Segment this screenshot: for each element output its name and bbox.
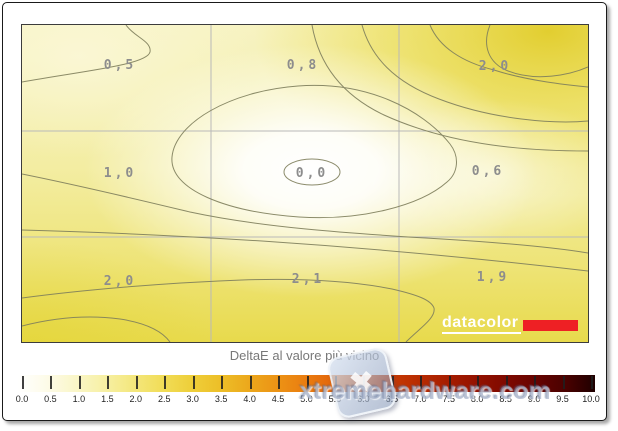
colorbar-tick-label: 7.0 bbox=[414, 394, 427, 404]
datacolor-logo-text: datacolor bbox=[442, 315, 521, 334]
colorbar-tick bbox=[562, 376, 565, 389]
colorbar-title: DeltaE al valore più vicino bbox=[229, 348, 380, 363]
contour-value-label: 2,0 bbox=[104, 274, 136, 289]
contour-value-label: 0,8 bbox=[287, 58, 319, 73]
colorbar-tick-label: 9.0 bbox=[527, 394, 541, 404]
colorbar-tick-label: 10.0 bbox=[582, 394, 600, 404]
colorbar-tick-label: 0.0 bbox=[15, 394, 29, 404]
colorbar-tick-label: 2.0 bbox=[129, 394, 143, 404]
contour-plot: 0,5 0,8 2,0 1,0 0,0 0,6 2,0 2,1 1,9 datacolor bbox=[21, 24, 589, 343]
colorbar-tick-label: 3.0 bbox=[186, 394, 199, 404]
contour-value-label: 0,6 bbox=[472, 164, 504, 179]
colorbar-tick-label: 8.0 bbox=[470, 394, 484, 404]
colorbar-tick bbox=[192, 376, 195, 389]
datacolor-logo-red-bar bbox=[522, 320, 578, 331]
colorbar-tick bbox=[78, 376, 81, 389]
colorbar-tick-label: 9.5 bbox=[556, 394, 569, 404]
contour-value-label: 0,0 bbox=[296, 166, 328, 181]
colorbar-tick-label: 2.5 bbox=[157, 394, 171, 404]
colorbar-tick-label: 3.5 bbox=[214, 394, 228, 404]
colorbar-tick bbox=[534, 376, 537, 389]
colorbar-tick bbox=[22, 376, 24, 389]
contour-value-label: 0,5 bbox=[104, 58, 136, 73]
chart-frame: 0,5 0,8 2,0 1,0 0,0 0,6 2,0 2,1 1,9 datacolor De… bbox=[2, 2, 607, 421]
colorbar-tick bbox=[278, 376, 281, 389]
contour-labels: 0,5 0,8 2,0 1,0 0,0 0,6 2,0 2,1 1,9 bbox=[104, 58, 511, 289]
colorbar-tick-label: 5.0 bbox=[300, 394, 313, 404]
colorbar-tick-label: 1.0 bbox=[72, 394, 86, 404]
colorbar-tick bbox=[420, 376, 423, 389]
colorbar-tick-label: 4.0 bbox=[243, 394, 256, 404]
colorbar-tick bbox=[249, 376, 252, 389]
colorbar-tick bbox=[306, 376, 309, 389]
contour-field-background bbox=[22, 25, 588, 342]
colorbar-tick bbox=[221, 376, 224, 389]
colorbar-tick bbox=[135, 376, 138, 389]
contour-value-label: 1,9 bbox=[477, 270, 509, 285]
contour-plot-svg: 0,5 0,8 2,0 1,0 0,0 0,6 2,0 2,1 1,9 bbox=[22, 25, 588, 342]
plot-gridlines bbox=[22, 25, 588, 342]
contour-value-label: 1,0 bbox=[104, 166, 136, 181]
watermark-text: xtremehardware.com bbox=[299, 377, 551, 405]
colorbar-tick-label: 7.5 bbox=[442, 394, 456, 404]
colorbar-tick-label: 8.5 bbox=[499, 394, 512, 404]
contour-lines bbox=[22, 25, 588, 342]
colorbar bbox=[18, 375, 595, 392]
colorbar-tick bbox=[448, 376, 451, 389]
colorbar-tick bbox=[477, 376, 480, 389]
colorbar-tick bbox=[505, 376, 508, 389]
datacolor-logo: datacolor bbox=[442, 315, 578, 334]
colorbar-tick-label: 0.5 bbox=[44, 394, 57, 404]
colorbar-tick-label: 1.5 bbox=[101, 394, 114, 404]
contour-value-label: 2,0 bbox=[479, 59, 511, 74]
colorbar-tick bbox=[50, 376, 53, 389]
contour-value-label: 2,1 bbox=[292, 272, 324, 287]
colorbar-tick-label: 4.5 bbox=[271, 394, 285, 404]
colorbar-tick bbox=[107, 376, 110, 389]
colorbar-tick bbox=[591, 376, 593, 389]
colorbar-tick bbox=[164, 376, 167, 389]
